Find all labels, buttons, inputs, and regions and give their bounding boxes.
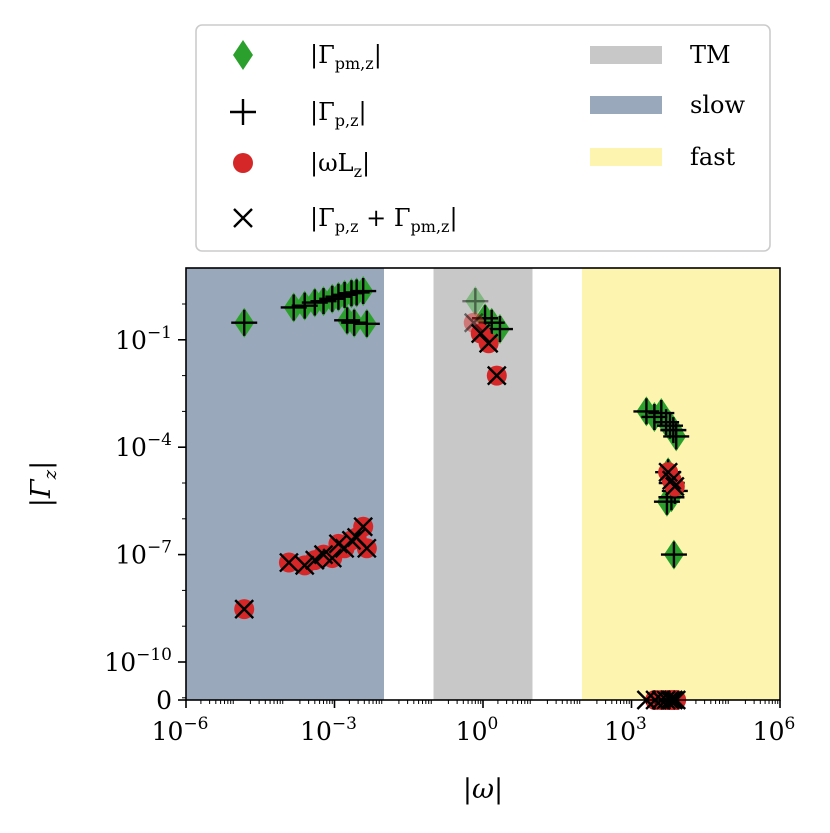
point-x-2: [294, 555, 315, 576]
y-tick-label-1: 10−10: [104, 645, 172, 677]
y-tick-label-0: 0: [156, 686, 172, 715]
legend-marker-6: [590, 148, 662, 166]
legend-label-0: |Γpm,z|: [310, 41, 382, 73]
legend-label-1: |Γp,z|: [310, 98, 367, 130]
point-x-13: [470, 323, 491, 344]
point-plus-6: [325, 283, 352, 310]
legend-marker-3: [233, 208, 253, 228]
point-plus-30: [660, 541, 687, 568]
x-tick-label-0: 10−6: [152, 714, 209, 746]
point-plus-11: [334, 307, 361, 334]
point-x-1: [279, 552, 299, 573]
legend-marker-2: [233, 153, 253, 173]
x-axis-label: |ω|: [463, 774, 503, 805]
point-x-11: [356, 538, 377, 559]
point-x-15: [486, 365, 507, 386]
y-tick-label-2: 10−7: [115, 538, 172, 570]
data-points: [231, 276, 690, 710]
y-tick-label-4: 10−1: [115, 323, 172, 355]
point-plus-1: [280, 294, 307, 321]
point-plus-7: [331, 281, 358, 308]
point-plus-0: [231, 309, 258, 336]
legend-marker-5: [590, 96, 662, 114]
point-plus-23: [660, 417, 687, 444]
x-tick-label-3: 103: [604, 714, 647, 746]
point-plus-24: [663, 423, 690, 450]
legend-marker-1: [230, 99, 256, 125]
x-tick-label-2: 100: [456, 714, 499, 746]
legend-label-6: fast: [690, 143, 736, 171]
point-x-24: [661, 470, 682, 491]
legend-marker-0: [233, 40, 253, 70]
point-x-3: [304, 550, 325, 570]
point-x-5: [322, 548, 343, 568]
y-axis-label: |Γz|: [26, 461, 61, 507]
shaded-regions: [186, 268, 780, 700]
point-plus-10: [350, 278, 377, 305]
legend-box: [195, 24, 771, 252]
y-tick-label-3: 10−4: [115, 430, 172, 462]
point-plus-5: [319, 285, 346, 312]
series-3: [234, 312, 687, 710]
point-plus-22: [657, 412, 684, 439]
y-axis-ticks: 0 10−10 10−7 10−4 10−1: [104, 303, 186, 715]
point-plus-14: [462, 288, 489, 315]
x-axis-ticks: 10−6 10−3 100 103 106: [152, 700, 796, 746]
region-slow: [186, 268, 384, 700]
point-x-25: [664, 476, 685, 497]
point-x-10: [353, 516, 374, 537]
legend-label-3: |Γp,z + Γpm,z|: [310, 204, 458, 236]
legend-label-5: slow: [690, 91, 745, 119]
x-tick-label-4: 106: [753, 714, 796, 746]
legend-label-2: |ωLz|: [310, 149, 370, 181]
point-x-8: [341, 530, 362, 551]
point-plus-17: [486, 316, 513, 343]
point-diamond-14: [465, 286, 486, 317]
point-plus-13: [353, 310, 380, 337]
point-plus-2: [291, 292, 318, 319]
legend-marker-4: [590, 46, 662, 64]
point-plus-19: [641, 403, 668, 430]
legend: |Γpm,z| |Γp,z| |ωLz| |Γp,z + Γpm,z| TM slow fa…: [195, 24, 771, 252]
x-tick-label-1: 10−3: [300, 714, 357, 746]
legend-label-4: TM: [690, 41, 731, 69]
point-plus-9: [343, 279, 370, 306]
point-x-14: [478, 333, 499, 354]
axis-labels: |ω| |Γz|: [26, 461, 503, 805]
point-x-12: [463, 312, 484, 333]
point-x-0: [234, 599, 255, 619]
